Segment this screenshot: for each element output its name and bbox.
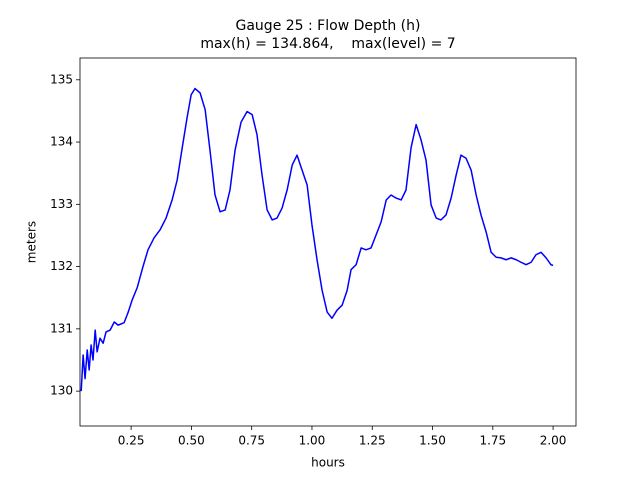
x-axis-label: hours <box>311 456 345 470</box>
y-axis-label: meters <box>25 221 39 263</box>
x-tick-label: 0.50 <box>178 434 205 448</box>
x-tick-label: 1.00 <box>299 434 326 448</box>
plot-frame <box>79 57 577 427</box>
x-tick-label: 0.75 <box>238 434 265 448</box>
x-tick-label: 0.25 <box>118 434 145 448</box>
y-tick-label: 131 <box>50 321 73 335</box>
x-tick-label: 1.50 <box>419 434 446 448</box>
chart-subtitle: max(h) = 134.864, max(level) = 7 <box>200 36 455 52</box>
y-tick-label: 130 <box>50 384 73 398</box>
y-tick-label: 132 <box>50 259 73 273</box>
x-tick-label: 2.00 <box>540 434 567 448</box>
chart-title: Gauge 25 : Flow Depth (h) <box>236 18 421 34</box>
y-tick-label: 135 <box>50 72 73 86</box>
x-tick-label: 1.75 <box>479 434 506 448</box>
data-line <box>80 87 554 392</box>
y-tick-label: 133 <box>50 197 73 211</box>
x-tick-label: 1.25 <box>359 434 386 448</box>
y-tick-label: 134 <box>50 135 73 149</box>
